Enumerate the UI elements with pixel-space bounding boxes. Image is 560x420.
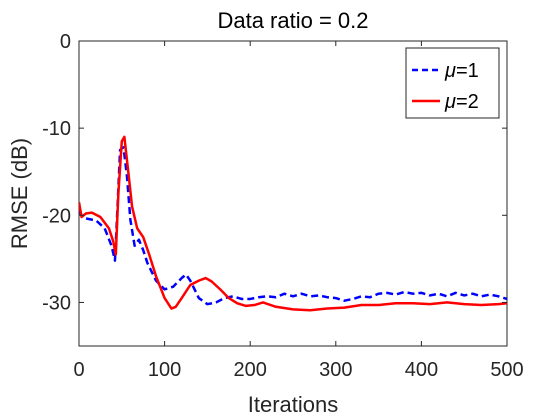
chart-title: Data ratio = 0.2 — [217, 8, 368, 33]
legend-box — [405, 47, 500, 119]
x-tick-label: 100 — [148, 359, 181, 381]
legend-label-series-2: μ=2 — [444, 91, 479, 113]
series-line-1 — [79, 146, 507, 306]
y-tick-label: 0 — [60, 31, 71, 53]
legend: μ=1 μ=2 — [405, 47, 500, 119]
legend-suffix-series-2: =2 — [456, 91, 479, 113]
series-line-2 — [79, 135, 507, 312]
x-tick-label: 500 — [490, 359, 523, 381]
x-axis: 0 100 200 300 400 500 — [73, 41, 524, 381]
legend-suffix-series-1: =1 — [456, 60, 479, 82]
legend-symbol-series-1: μ — [444, 60, 456, 82]
x-tick-label: 0 — [73, 359, 84, 381]
y-tick-label: -20 — [42, 205, 71, 227]
y-axis-label: RMSE (dB) — [7, 138, 32, 249]
y-tick-label: -10 — [42, 118, 71, 140]
series-group — [79, 135, 507, 312]
x-axis-label: Iterations — [248, 392, 339, 417]
x-tick-label: 200 — [234, 359, 267, 381]
legend-label-series-1: μ=1 — [444, 60, 479, 82]
y-axis: 0 -10 -20 -30 — [42, 31, 507, 314]
x-tick-label: 400 — [405, 359, 438, 381]
y-tick-label: -30 — [42, 292, 71, 314]
x-tick-label: 300 — [319, 359, 352, 381]
legend-symbol-series-2: μ — [444, 91, 456, 113]
